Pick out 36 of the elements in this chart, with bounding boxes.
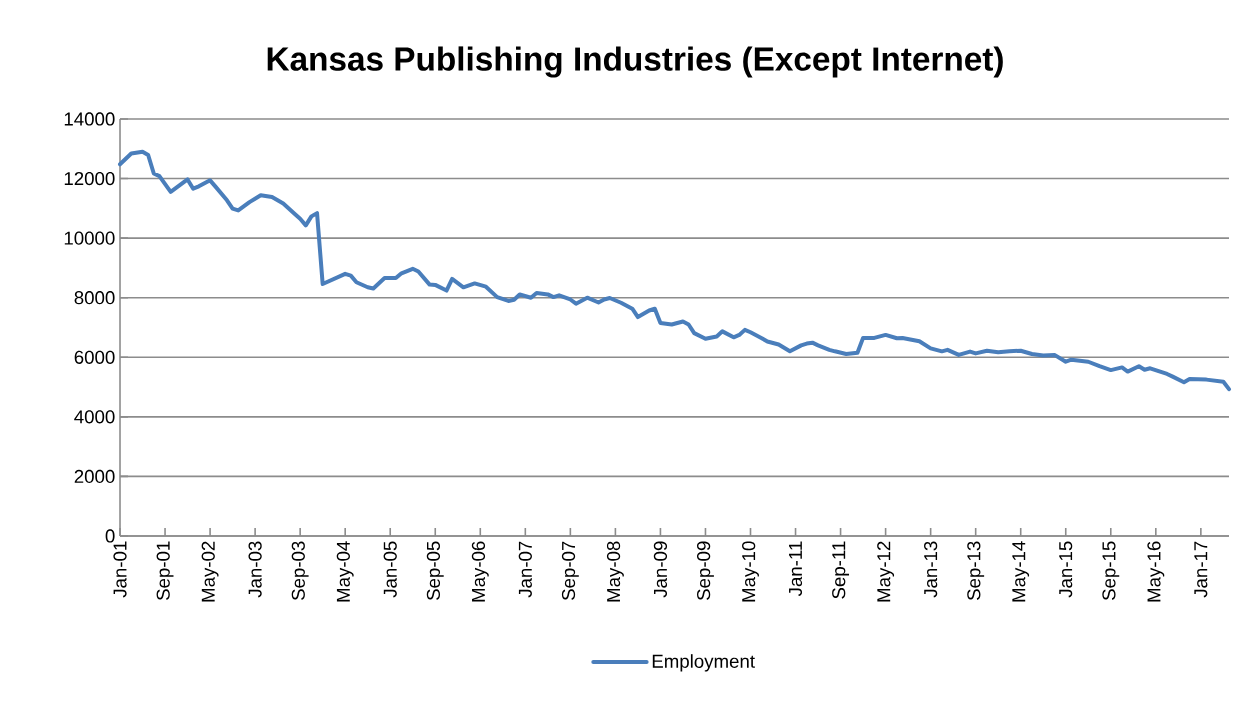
x-tick-label: May-14: [1012, 541, 1030, 602]
x-tick-label: May-08: [606, 541, 624, 602]
x-tick-label: Jan-17: [1194, 541, 1208, 598]
x-tick-label: Jan-11: [789, 541, 803, 597]
chart-title: Kansas Publishing Industries (Except Internet): [267, 46, 1003, 78]
x-tick-label: May-04: [336, 541, 354, 602]
x-tick-label: Sep-03: [291, 541, 309, 601]
y-tick-label: 6000: [74, 350, 115, 364]
y-tick-label: 4000: [74, 410, 115, 424]
x-tick-label: Sep-01: [156, 541, 174, 601]
x-tick-label: Sep-09: [697, 541, 714, 601]
x-tick-label: Jan-01: [113, 541, 127, 598]
x-tick-label: May-12: [877, 541, 895, 602]
x-tick-label: Jan-03: [248, 541, 262, 598]
x-tick-label: Sep-11: [832, 541, 850, 599]
x-tick-label: Sep-07: [561, 541, 579, 601]
line-series: [118, 149, 1231, 392]
y-tick-label: 0: [105, 529, 115, 543]
x-tick-label: Sep-13: [967, 541, 985, 601]
x-tick-label: May-02: [201, 541, 219, 602]
y-tick-label: 2000: [74, 469, 115, 484]
x-tick-label: Jan-09: [653, 541, 668, 598]
y-tick-label: 12000: [64, 171, 115, 186]
x-tick-label: May-10: [742, 541, 759, 602]
legend-label: Employment: [652, 654, 755, 672]
x-tick-label: Jan-15: [1059, 541, 1073, 598]
y-tick-label: 8000: [74, 291, 115, 305]
y-tick-label: 10000: [64, 231, 115, 245]
x-tick-label: Sep-15: [1102, 541, 1120, 601]
x-tick-label: May-06: [471, 541, 489, 602]
x-tick-label: Jan-13: [924, 541, 938, 598]
x-tick-label: Jan-05: [383, 541, 397, 598]
x-tick-label: Jan-07: [518, 541, 532, 598]
y-tick-label: 14000: [64, 112, 115, 126]
x-tick-label: May-16: [1147, 541, 1165, 602]
x-tick-label: Sep-05: [426, 541, 444, 601]
